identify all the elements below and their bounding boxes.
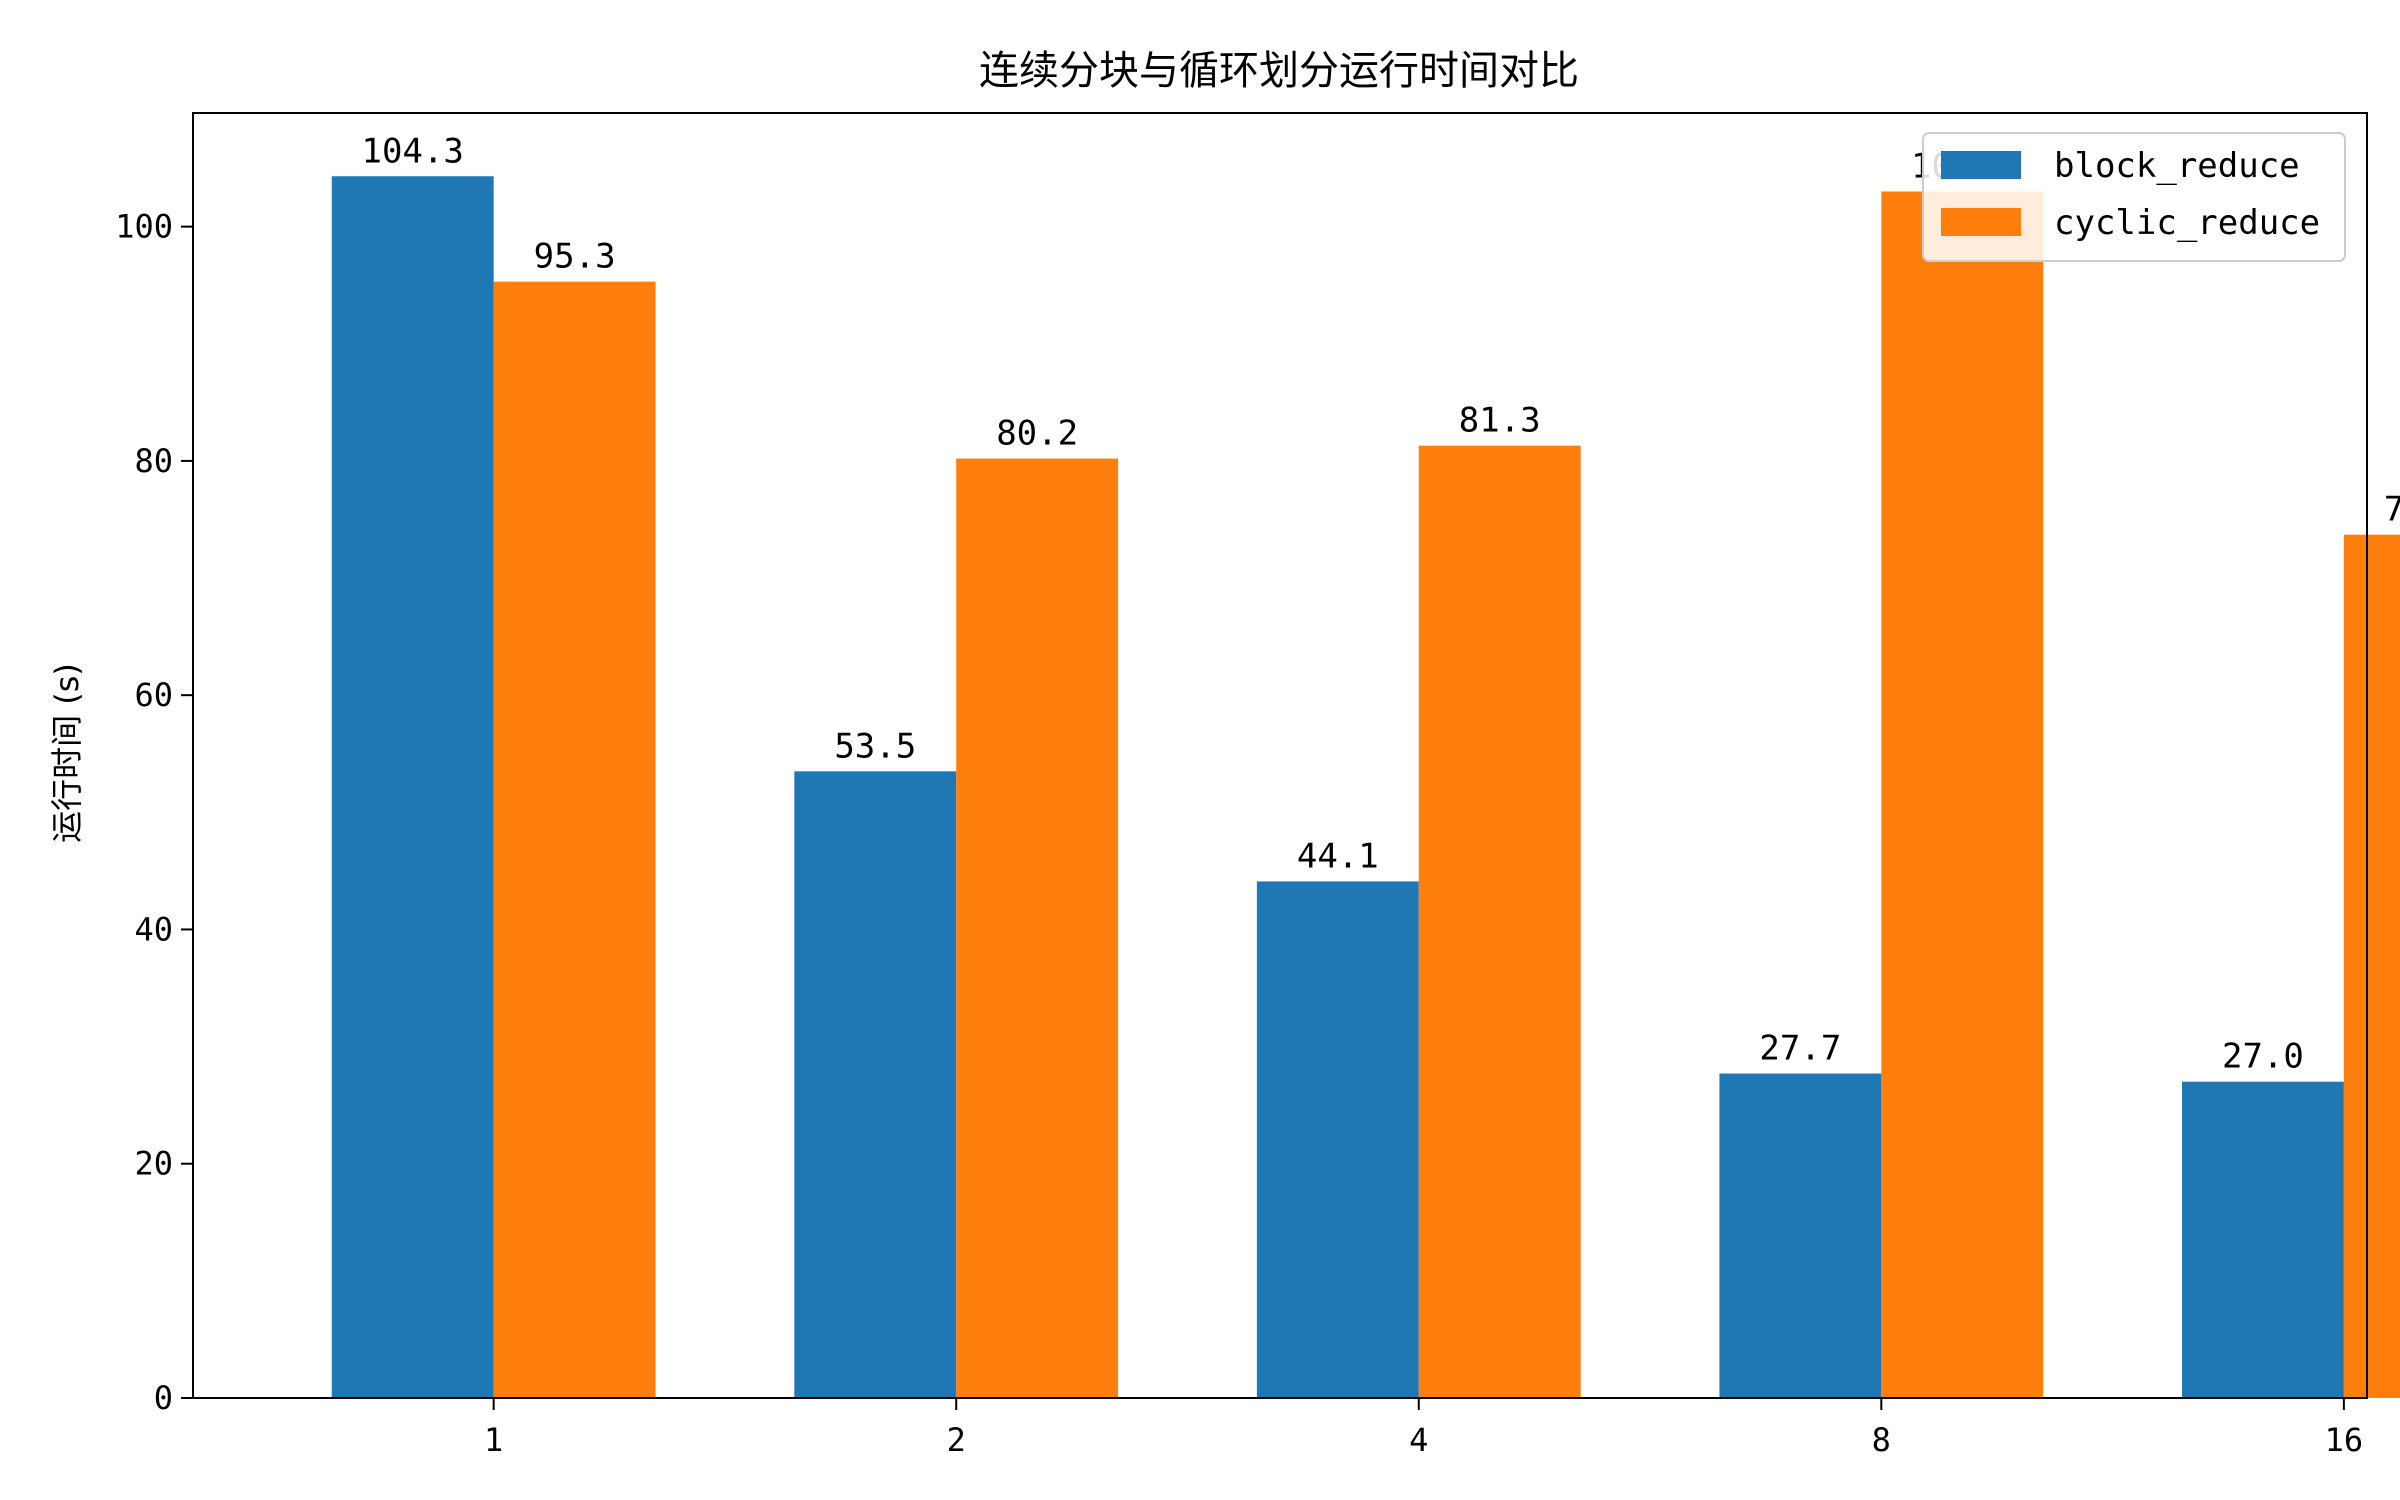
data-label-cyclic_reduce-16: 73.7 — [2384, 490, 2400, 530]
x-tick-label-2: 2 — [947, 1421, 966, 1459]
y-axis-label: 运行时间 (s) — [48, 663, 86, 843]
data-label-block_reduce-8: 27.7 — [1759, 1029, 1841, 1069]
legend-label-block_reduce: block_reduce — [2054, 146, 2300, 186]
bar-block_reduce-4 — [1256, 881, 1419, 1398]
data-label-block_reduce-16: 27.0 — [2222, 1037, 2304, 1077]
x-tick-label-16: 16 — [2325, 1421, 2364, 1459]
plot-frame — [192, 112, 2368, 1399]
bar-cyclic_reduce-1 — [493, 281, 656, 1398]
bar-cyclic_reduce-8 — [1881, 191, 2044, 1399]
bar-block_reduce-16 — [2181, 1081, 2344, 1398]
plot-area: 104.353.544.127.727.095.380.281.3103.073… — [115, 112, 2400, 1459]
data-label-block_reduce-2: 53.5 — [834, 726, 916, 766]
chart-title: 连续分块与循环划分运行时间对比 — [979, 48, 1579, 94]
data-label-block_reduce-1: 104.3 — [362, 131, 464, 171]
bar-block_reduce-2 — [794, 771, 957, 1398]
y-tick-label-20: 20 — [134, 1145, 173, 1183]
y-tick-label-60: 60 — [134, 676, 173, 714]
x-tick-label-1: 1 — [484, 1421, 503, 1459]
legend-swatch-cyclic_reduce — [1941, 208, 2021, 236]
legend-box — [1922, 132, 2346, 262]
bar-cyclic_reduce-16 — [2343, 534, 2400, 1398]
bar-block_reduce-1 — [331, 176, 494, 1398]
y-tick-label-100: 100 — [115, 208, 173, 246]
legend: block_reduce cyclic_reduce — [1922, 132, 2346, 262]
bar-cyclic_reduce-2 — [956, 458, 1119, 1399]
y-tick-label-80: 80 — [134, 442, 173, 480]
data-label-cyclic_reduce-1: 95.3 — [534, 237, 616, 277]
y-tick-label-0: 0 — [154, 1379, 173, 1417]
data-label-cyclic_reduce-4: 81.3 — [1459, 401, 1541, 441]
data-label-block_reduce-4: 44.1 — [1297, 836, 1379, 876]
legend-swatch-block_reduce — [1941, 151, 2021, 179]
legend-label-cyclic_reduce: cyclic_reduce — [2054, 203, 2320, 243]
bar-block_reduce-8 — [1719, 1073, 1882, 1398]
x-tick-label-4: 4 — [1409, 1421, 1428, 1459]
x-tick-label-8: 8 — [1872, 1421, 1891, 1459]
data-label-cyclic_reduce-2: 80.2 — [996, 414, 1078, 454]
bar-cyclic_reduce-4 — [1418, 445, 1581, 1399]
y-tick-label-40: 40 — [134, 910, 173, 948]
